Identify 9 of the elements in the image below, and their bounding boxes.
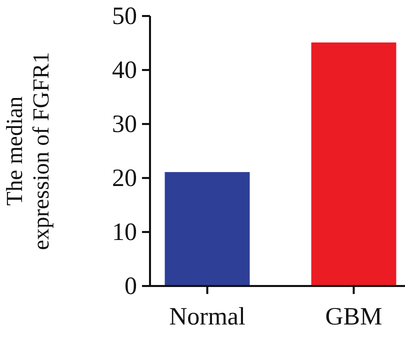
y-tick-label: 40	[112, 57, 137, 84]
y-tick-label: 10	[112, 219, 137, 246]
y-tick-label: 20	[112, 165, 137, 192]
y-tick-label: 50	[112, 3, 137, 30]
x-tick-label: Normal	[169, 304, 246, 330]
y-axis-title: The median expression of FGFR1	[2, 52, 54, 250]
y-tick-label: 30	[112, 111, 137, 138]
x-tick-label: GBM	[325, 304, 382, 330]
y-tick-label: 0	[124, 273, 137, 300]
